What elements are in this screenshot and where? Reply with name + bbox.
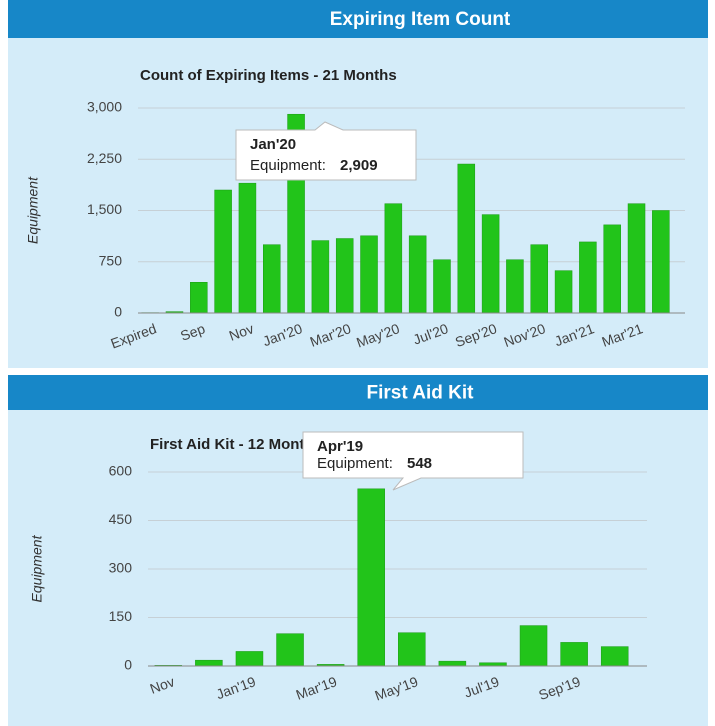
y-tick-label: 150 xyxy=(109,608,133,624)
y-tick-label: 1,500 xyxy=(87,201,122,217)
tooltip-label: Equipment: xyxy=(317,455,393,472)
bar xyxy=(384,203,403,314)
bar xyxy=(652,210,670,314)
bar xyxy=(263,244,281,314)
bar xyxy=(235,651,264,667)
y-tick-label: 750 xyxy=(99,252,123,268)
bar xyxy=(438,660,467,667)
tooltip-title: Apr'19 xyxy=(317,438,363,455)
bar xyxy=(398,632,426,667)
bar xyxy=(190,282,208,314)
tooltip-box xyxy=(235,121,417,181)
tooltip-label: Equipment: xyxy=(250,157,326,174)
chart-title: First Aid Kit - 12 Months xyxy=(150,436,322,453)
bar xyxy=(214,189,232,314)
bar xyxy=(627,203,646,314)
y-tick-label: 300 xyxy=(109,560,133,576)
bar xyxy=(360,235,378,314)
y-tick-label: 0 xyxy=(124,657,132,673)
chart-title: Count of Expiring Items - 21 Months xyxy=(140,67,397,84)
y-tick-label: 450 xyxy=(109,511,133,527)
bar xyxy=(554,270,573,314)
bar xyxy=(238,182,257,314)
tooltip-value: 2,909 xyxy=(340,157,378,174)
bar xyxy=(579,241,597,314)
y-axis-label: Equipment xyxy=(25,176,41,244)
panel-header xyxy=(8,375,708,410)
bar xyxy=(530,244,548,314)
y-tick-label: 600 xyxy=(109,463,133,479)
bar xyxy=(408,235,427,314)
tooltip-value: 548 xyxy=(407,455,432,472)
tooltip-title: Jan'20 xyxy=(250,136,296,153)
bar xyxy=(311,240,330,314)
bar xyxy=(481,214,500,314)
panel-title: First Aid Kit xyxy=(367,383,475,404)
tooltip-box xyxy=(302,431,524,491)
panel-title: Expiring Item Count xyxy=(330,9,511,30)
bar xyxy=(433,259,451,314)
y-axis-label: Equipment xyxy=(29,534,45,602)
bar xyxy=(560,642,588,667)
bar xyxy=(603,224,621,314)
bar xyxy=(195,659,223,667)
y-tick-label: 3,000 xyxy=(87,99,122,115)
bar xyxy=(506,259,524,314)
bar xyxy=(335,238,354,314)
bar xyxy=(600,646,629,667)
panel-header xyxy=(8,0,708,38)
y-tick-label: 2,250 xyxy=(87,150,122,166)
y-tick-label: 0 xyxy=(114,304,122,320)
bar xyxy=(357,488,385,667)
bar xyxy=(457,163,476,314)
bar xyxy=(276,633,304,667)
bar xyxy=(519,625,548,667)
